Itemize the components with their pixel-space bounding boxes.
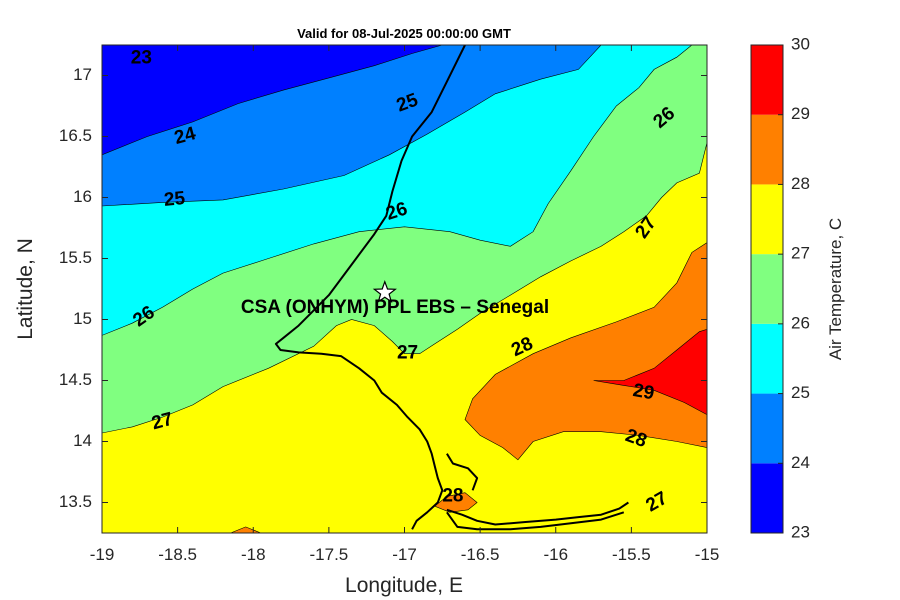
contour-label-13: 28: [442, 485, 463, 506]
colorbar-swatch-1: [751, 393, 783, 464]
colorbar-frame: [750, 44, 784, 534]
x-axis-ticks: -19 -18.5 -18 -17.5 -17 -16.5 -16 -15.5 -15: [90, 45, 720, 564]
x-tick-label-6: -16: [543, 545, 568, 564]
border-line-3: [446, 511, 625, 531]
site-star-icon: [372, 279, 397, 304]
colorbar-tick-label-4: 27: [791, 244, 810, 263]
colorbar-tick-label-3: 26: [791, 313, 810, 332]
chart-title: Valid for 08-Jul-2025 00:00:00 GMT: [297, 26, 511, 41]
colorbar-swatch-6: [751, 45, 783, 115]
contour-label-0: 23: [131, 47, 152, 68]
y-tick-label-4: 15.5: [59, 248, 92, 267]
y-tick-label-2: 14.5: [59, 370, 92, 389]
band-28-5: [434, 492, 478, 513]
colorbar-tick-label-5: 28: [791, 174, 810, 193]
colorbar-tick-label-2: 25: [791, 383, 810, 402]
colorbar-tick-label-1: 24: [791, 453, 810, 472]
x-tick-label-4: -17: [392, 545, 417, 564]
colorbar-tick-label-0: 23: [791, 522, 810, 541]
colorbar-swatch-0: [751, 463, 783, 533]
y-tick-label-5: 16: [73, 187, 92, 206]
band-28-6: [464, 242, 707, 461]
contour-label-2: 25: [163, 188, 186, 211]
colorbar-label: Air Temperature, C: [826, 218, 845, 360]
contour-label-14: 29: [631, 380, 655, 404]
border-line-2: [446, 501, 629, 526]
x-tick-label-0: -19: [90, 545, 115, 564]
coastline-border: [274, 45, 629, 531]
band-29-8: [593, 328, 707, 416]
y-tick-label-6: 16.5: [59, 126, 92, 145]
colorbar-swatch-4: [751, 184, 783, 255]
colorbar-swatch-2: [751, 323, 783, 394]
y-axis-ticks: 13.5 14 14.5 15 15.5 16 16.5 17: [59, 65, 707, 511]
x-tick-label-5: -16.5: [461, 545, 500, 564]
colorbar: 23 24 25 26 27 28 29 30: [750, 34, 810, 541]
x-tick-label-7: -15.5: [612, 545, 651, 564]
x-tick-label-8: -15: [695, 545, 720, 564]
colorbar-tick-label-6: 29: [791, 104, 810, 123]
y-tick-label-1: 14: [73, 431, 92, 450]
y-axis-label: Latitude, N: [14, 238, 37, 340]
x-tick-label-1: -18.5: [158, 545, 197, 564]
site-marker-group: CSA (ONHYM) PPL EBS – Senegal: [241, 279, 549, 318]
border-line-0: [274, 45, 466, 530]
colorbar-tick-label-7: 30: [791, 34, 810, 53]
band-23-4: [102, 45, 443, 156]
colorbar-swatch-3: [751, 254, 783, 324]
y-tick-label-0: 13.5: [59, 492, 92, 511]
contour-label-8: 27: [397, 343, 418, 364]
y-tick-label-7: 17: [73, 65, 92, 84]
site-label: CSA (ONHYM) PPL EBS – Senegal: [241, 297, 549, 318]
temperature-bands: [102, 45, 707, 533]
x-axis-label: Longitude, E: [345, 574, 463, 597]
x-tick-label-3: -17.5: [310, 545, 349, 564]
x-tick-label-2: -18: [241, 545, 266, 564]
border-line-1: [446, 453, 479, 491]
colorbar-swatch-5: [751, 114, 783, 185]
y-tick-label-3: 15: [73, 309, 92, 328]
